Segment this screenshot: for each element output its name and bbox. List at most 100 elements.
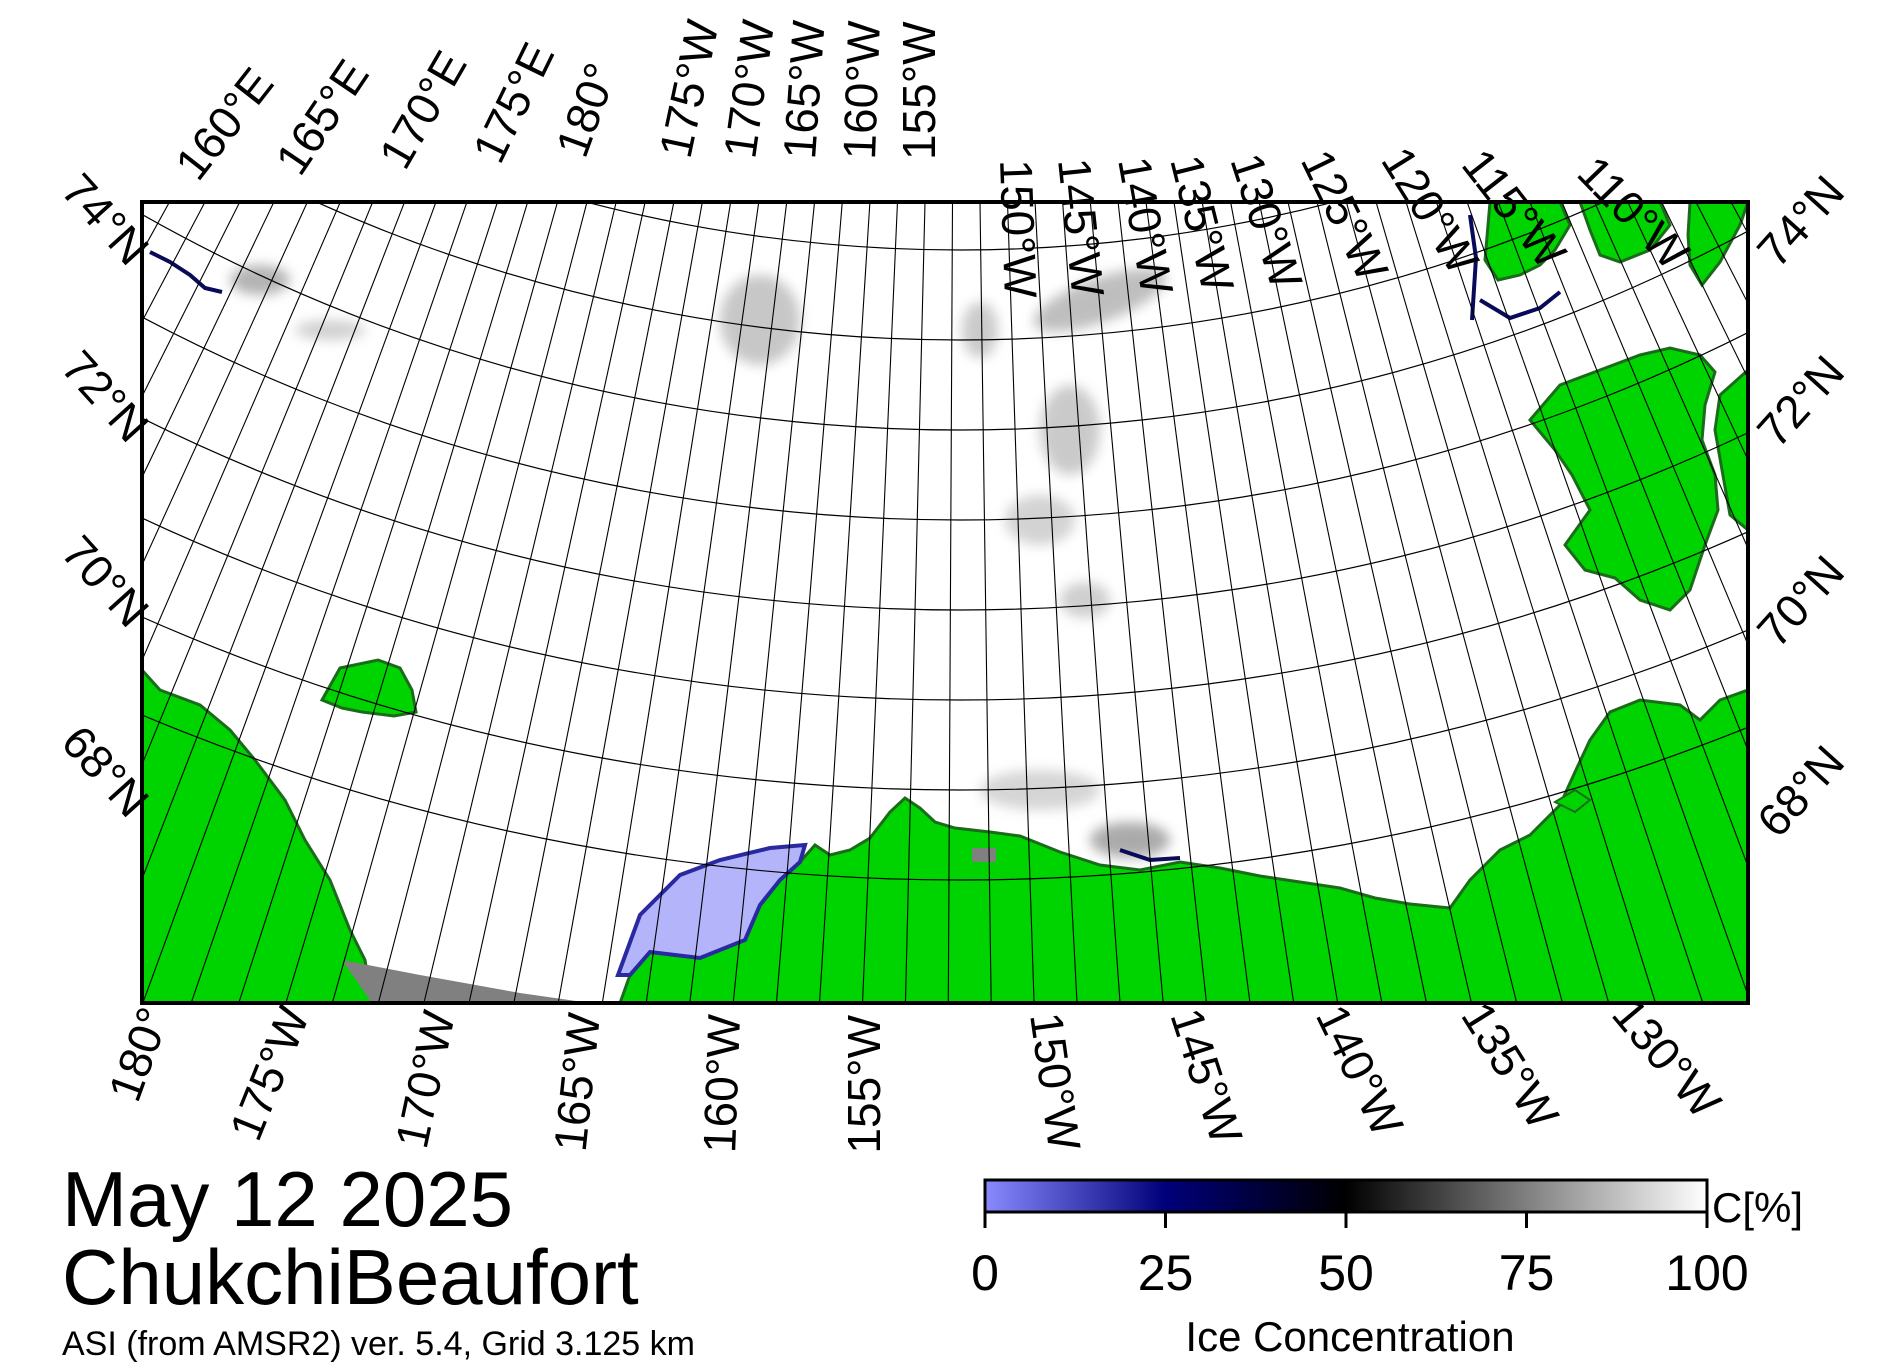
land-herschel-island <box>1552 788 1592 814</box>
graticule-meridian <box>1173 202 1295 1003</box>
bottom-longitude-label: 170°W <box>385 1006 465 1153</box>
bottom-longitude-label: 165°W <box>544 1010 610 1154</box>
land-prince-patrick <box>1578 202 1672 264</box>
graticule-meridian <box>689 202 788 1003</box>
graticule-meridian <box>423 202 617 1003</box>
bottom-longitude-label: 155°W <box>838 1014 890 1153</box>
graticule-meridian <box>142 202 309 567</box>
colorbar-title: Ice Concentration <box>1185 1313 1515 1360</box>
product-label: ASI (from AMSR2) ver. 5.4, Grid 3.125 km <box>62 1325 695 1363</box>
colorbar-tick-label: 0 <box>971 1245 999 1301</box>
bottom-longitude-label: 135°W <box>1452 993 1570 1139</box>
colorbar-tick-label: 100 <box>1665 1245 1748 1301</box>
colorbar-tick-label: 75 <box>1499 1245 1555 1301</box>
colorbar-tick-label: 25 <box>1138 1245 1194 1301</box>
bottom-longitude-label: 160°W <box>693 1013 750 1154</box>
bottom-longitude-labels: 180° 175°W 170°W 165°W 160°W 155°W 150°W 145°W 1… <box>98 988 1732 1154</box>
bottom-longitude-label: 150°W <box>1020 1009 1091 1154</box>
land-banks-island <box>1528 346 1720 612</box>
graticule-meridian <box>818 202 871 1003</box>
graticule-parallel <box>142 417 1748 611</box>
colorbar-tick-label: 50 <box>1318 1245 1374 1301</box>
land-victoria-island <box>1713 367 1748 532</box>
graticule-meridian <box>1258 202 1428 1003</box>
graticule-meridian <box>513 202 675 1003</box>
graticule-meridian <box>1034 202 1078 1003</box>
graticule-parallel <box>315 202 1605 341</box>
graticule-meridian <box>1287 202 1472 1003</box>
colorbar-ticks: 0 25 50 75 100 <box>971 1212 1749 1301</box>
graticule-meridian <box>377 202 588 1003</box>
right-latitude-labels: 74°N 72°N 70°N 68°N <box>1747 166 1854 847</box>
right-latitude-label: 74°N <box>1747 166 1854 277</box>
colorbar-unit-label: C[%] <box>1712 1184 1803 1231</box>
map-frame <box>140 200 1750 1005</box>
graticule-meridian <box>142 202 341 662</box>
graticule-meridian <box>557 202 703 1003</box>
top-longitude-label: 160°E <box>165 58 283 189</box>
graticule-meridian <box>1230 202 1383 1003</box>
region-label: ChukchiBeaufort <box>62 1233 639 1321</box>
land-siberia <box>142 667 374 1003</box>
bottom-longitude-label: 140°W <box>1306 997 1414 1145</box>
graticule-meridian <box>285 202 529 1003</box>
top-longitude-label: 165°E <box>265 50 378 183</box>
top-longitude-label: 170°E <box>369 42 477 177</box>
right-latitude-label: 68°N <box>1747 736 1854 847</box>
right-latitude-label: 72°N <box>1747 346 1854 457</box>
graticule-meridian <box>1529 202 1748 752</box>
graticule-meridian <box>142 202 406 881</box>
bottom-longitude-label: 175°W <box>219 999 319 1147</box>
graticule-meridian <box>1117 202 1208 1003</box>
graticule-meridian <box>1375 202 1610 1003</box>
top-longitude-label: 160°W <box>833 19 890 160</box>
graticule-meridian <box>331 202 559 1003</box>
graticule-meridian <box>468 202 646 1003</box>
top-longitude-label: 180° <box>546 56 627 163</box>
graticule-meridian <box>142 202 437 1003</box>
graticule-parallel <box>142 213 1748 431</box>
date-label: May 12 2025 <box>62 1155 513 1243</box>
graticule-meridian <box>775 202 843 1003</box>
colorbar: 0 25 50 75 100 C[%] <box>971 1178 1803 1301</box>
graticule-meridian <box>1345 202 1564 1003</box>
colorbar-gradient <box>983 1178 1709 1214</box>
graticule-meridian <box>238 202 499 1003</box>
graticule-parallel <box>585 202 1335 251</box>
graticule-meridian <box>1316 202 1518 1003</box>
bottom-longitude-label: 145°W <box>1160 1002 1252 1150</box>
graticule-parallel <box>142 516 1748 701</box>
top-longitude-label: 175°E <box>462 34 564 170</box>
graticule-meridian <box>1466 202 1748 997</box>
no-data-area <box>342 960 590 1003</box>
graticule-meridian <box>1062 202 1121 1003</box>
no-data-patch <box>972 848 996 862</box>
graticule-meridian <box>190 202 468 1003</box>
low-ice-region <box>615 842 808 977</box>
top-longitude-label: 155°W <box>893 21 945 160</box>
sea-ice-texture <box>230 265 1170 858</box>
right-latitude-label: 70°N <box>1747 546 1854 657</box>
graticule-parallel <box>142 315 1748 521</box>
graticule-meridian <box>1497 202 1748 869</box>
bottom-longitude-label: 130°W <box>1602 988 1731 1128</box>
top-longitude-label: 150°W <box>990 159 1047 300</box>
graticule-meridian <box>1145 202 1251 1003</box>
graticule-meridian <box>1201 202 1339 1003</box>
graticule-meridian <box>645 202 760 1003</box>
graticule-meridian <box>1089 202 1164 1003</box>
top-longitude-label: 165°W <box>773 18 835 160</box>
graticule-meridian <box>732 202 816 1003</box>
land-melville-island <box>1483 202 1572 282</box>
graticule-meridian <box>142 202 374 766</box>
graticule-parallel <box>0 0 1890 70</box>
graticule-meridian <box>1405 202 1657 1003</box>
graticule-meridian <box>1561 202 1748 646</box>
graticule-meridian <box>601 202 732 1003</box>
graticule-meridian <box>861 202 899 1003</box>
bottom-longitude-label: 180° <box>98 1001 179 1108</box>
